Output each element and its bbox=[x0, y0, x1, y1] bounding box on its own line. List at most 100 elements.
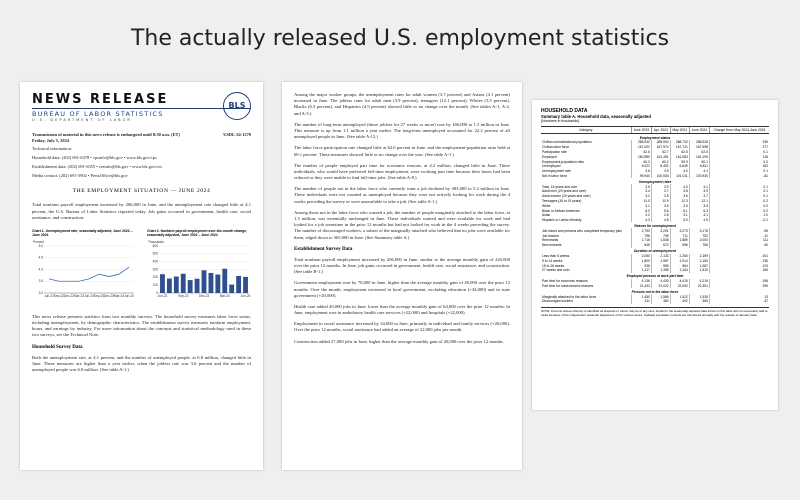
logo: BLS bbox=[223, 92, 251, 120]
x-tick-label: Dec-23 bbox=[199, 294, 210, 298]
paragraph: Health care added 49,000 jobs in June, l… bbox=[294, 303, 510, 316]
table-cell: -101 bbox=[708, 253, 769, 259]
table-cell: 3.2 bbox=[630, 193, 652, 199]
table-cell: 236 bbox=[708, 258, 769, 264]
table-cell: 100,530 bbox=[650, 173, 671, 179]
bar bbox=[201, 270, 207, 293]
table-cell: 3.5 bbox=[650, 203, 671, 209]
table-cell: 4.8 bbox=[650, 217, 671, 223]
table-cell: 101,011 bbox=[669, 173, 690, 179]
table-cell: 1,914 bbox=[669, 258, 690, 264]
slide-title: The actually released U.S. employment st… bbox=[130, 26, 670, 51]
table-cell: 1,522 bbox=[669, 294, 690, 299]
y-tick-label: 3.0 bbox=[39, 291, 44, 295]
table-cell: 3.4 bbox=[630, 189, 652, 194]
table-row: Marginally attached to the labor force 1,… bbox=[541, 294, 769, 299]
table-cell: 99,940 bbox=[630, 173, 652, 179]
table-row: 5 to 14 weeks 1,800 1,987 1,914 2,150 236 bbox=[541, 258, 769, 264]
column-header: Apr. 2024 bbox=[650, 126, 671, 134]
bar bbox=[173, 276, 179, 293]
table-cell: 1,566 bbox=[650, 294, 671, 299]
bar bbox=[166, 278, 172, 293]
table-cell: 752 bbox=[688, 233, 710, 239]
paragraph: Both the unemployment rate, at 4.1 perce… bbox=[32, 354, 251, 372]
table-cell: 365 bbox=[688, 299, 710, 304]
table-row: Participation rate 62.6 62.7 62.5 62.6 0.1 bbox=[541, 149, 769, 155]
table-cell: 3.1 bbox=[669, 212, 690, 218]
table-cell: Marginally attached to the labor force bbox=[542, 294, 597, 299]
table-cell: 3.9 bbox=[688, 189, 710, 194]
table-cell: 11.9 bbox=[650, 198, 671, 204]
x-tick-label: Mar-23 bbox=[74, 294, 84, 298]
table-cell: 2,133 bbox=[650, 253, 671, 259]
table-row: Unemployment rate 3.6 3.9 4.0 4.1 0.1 bbox=[541, 168, 769, 174]
summary-table-page: HOUSEHOLD DATA Summary table A. Househol… bbox=[532, 100, 778, 410]
table-cell: 166 bbox=[708, 267, 769, 273]
subhead: Establishment Survey Data bbox=[294, 246, 353, 252]
table-cell: 0.1 bbox=[708, 189, 769, 194]
y-tick-label: 500 bbox=[153, 252, 159, 256]
table-cell: 3,273 bbox=[669, 228, 690, 234]
table-cell: 645 bbox=[630, 242, 652, 248]
subhead: Household Survey Data bbox=[32, 344, 83, 350]
table-cell: 4.1 bbox=[688, 168, 710, 174]
section-name: Employed persons at work part time bbox=[626, 274, 684, 279]
x-tick-label: Mar-24 bbox=[114, 294, 124, 298]
y-tick-label: 4.0 bbox=[39, 267, 44, 271]
table-row: Part time for economic reasons 4,136 4,430… bbox=[541, 278, 769, 284]
paragraph: Total nonfarm payroll employment increas… bbox=[294, 256, 510, 275]
table-cell: 6.0 bbox=[630, 208, 652, 213]
x-tick-label: Jun-24 bbox=[241, 294, 251, 298]
table-cell: 268,504 bbox=[650, 139, 671, 145]
x-tick-label: Sep-23 bbox=[94, 294, 105, 298]
table-cell: 1,987 bbox=[650, 258, 671, 264]
table-cell: 1,355 bbox=[650, 267, 671, 273]
contacts: Technical information: Household data: (2… bbox=[32, 146, 251, 178]
table-cell: 116 bbox=[708, 154, 769, 160]
table-cell: 1,535 bbox=[688, 294, 710, 299]
bar bbox=[160, 274, 165, 293]
table-cell: Job losers and persons who completed tem… bbox=[542, 228, 622, 233]
release-page-2: Among the major worker groups, the unemp… bbox=[282, 82, 522, 470]
section-name: Employment status bbox=[639, 135, 671, 140]
table-cell: 0.2 bbox=[708, 159, 769, 164]
bar bbox=[187, 279, 193, 293]
table-cell: 3,178 bbox=[688, 228, 710, 234]
column-header: June 2024 bbox=[688, 126, 710, 134]
table-row: 27 weeks and over 1,117 1,355 1,344 1,510 166 bbox=[541, 267, 769, 273]
table-cell: 3.5 bbox=[688, 203, 710, 209]
table-cell: 167,974 bbox=[650, 144, 671, 150]
table-row: 15 to 26 weeks 935 989 964 1,087 123 bbox=[541, 263, 769, 268]
table-cell: 12.3 bbox=[669, 198, 690, 204]
table-cell: 6,649 bbox=[669, 163, 690, 169]
table-row: Civilian noninstitutional population 266,… bbox=[541, 139, 769, 145]
table-cell: 62.5 bbox=[669, 149, 690, 155]
body: This news release presents statistics fr… bbox=[32, 314, 251, 339]
table-cell: 4,415 bbox=[669, 278, 690, 284]
table-cell: 3.6 bbox=[630, 168, 652, 174]
y-tick-label: 300 bbox=[153, 267, 159, 271]
table-cell: 3.9 bbox=[650, 168, 671, 174]
bureau-name: BUREAU OF LABOR STATISTICS bbox=[32, 108, 251, 118]
section-name: Persons not in the labor force bbox=[631, 289, 679, 294]
embargo: Transmission of material in this news re… bbox=[32, 132, 180, 143]
charts: Chart 1. Unemployment rate, seasonally a… bbox=[32, 229, 251, 306]
contact-line: Household data: (202) 691-6378 • cpsinfo… bbox=[32, 155, 157, 161]
chart-title: Chart 1. Unemployment rate, seasonally a… bbox=[32, 228, 133, 237]
news-release-page: NEWS RELEASE BUREAU OF LABOR STATISTICS … bbox=[20, 82, 263, 470]
table-cell: 4.9 bbox=[688, 217, 710, 223]
table-cell: 0.1 bbox=[708, 168, 769, 174]
body: Among the major worker groups, the unemp… bbox=[294, 92, 510, 241]
table-cell: 6.3 bbox=[688, 208, 710, 213]
table-cell: Employed bbox=[542, 154, 557, 159]
paragraph: The number of people not in the labor fo… bbox=[294, 186, 510, 204]
table-cell: 162 bbox=[708, 163, 769, 169]
y-axis-label: Percent bbox=[33, 240, 44, 244]
table-cell: 402 bbox=[669, 299, 690, 304]
table-cell: 4.0 bbox=[669, 184, 690, 189]
x-tick-label: Dec-22 bbox=[64, 294, 75, 298]
table-cell: 299 bbox=[708, 283, 769, 289]
contact-line: Establishment data: (202) 691-6555 • ces… bbox=[32, 163, 162, 169]
paragraph: Government employment rose by 70,000 in … bbox=[294, 280, 510, 298]
table-cell: 696 bbox=[669, 242, 690, 248]
